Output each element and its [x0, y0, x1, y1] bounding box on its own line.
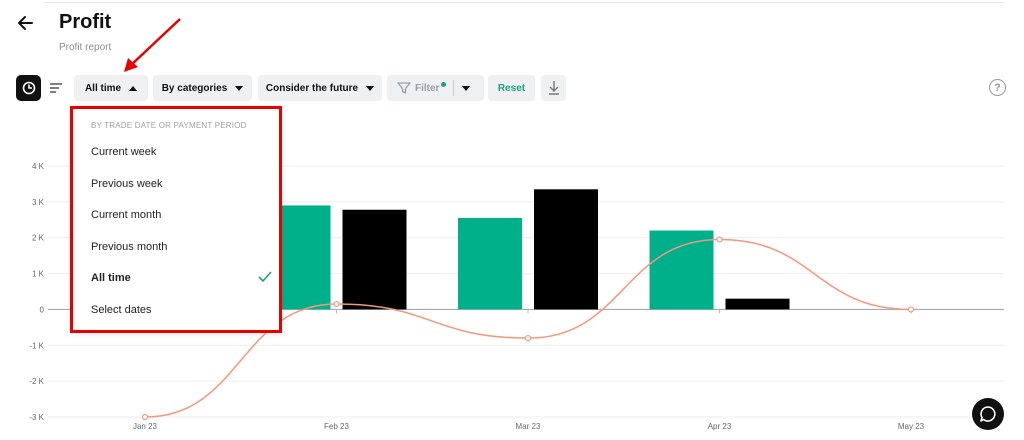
profit-point [716, 236, 723, 243]
profit-point [141, 413, 149, 421]
pie-chart-icon [22, 81, 35, 95]
period-dropdown-button[interactable]: All time [74, 75, 148, 101]
period-option-select-dates[interactable]: Select dates [91, 304, 152, 316]
future-dropdown-button[interactable]: Consider the future [258, 75, 382, 101]
y-tick-label: -1 K [29, 341, 44, 350]
chat-button[interactable] [972, 398, 1004, 430]
categories-label: By categories [161, 82, 228, 94]
filter-label: Filter [415, 82, 440, 94]
categories-dropdown-button[interactable]: By categories [153, 75, 252, 101]
list-icon [49, 83, 62, 93]
caret-down-icon [366, 85, 375, 91]
y-tick-label: 1 K [32, 270, 45, 279]
period-option-all-time[interactable]: All time [91, 269, 276, 287]
chat-icon [980, 406, 996, 422]
x-tick-label: Feb 23 [324, 422, 349, 431]
bar [534, 189, 598, 310]
y-tick-label: 0 [40, 305, 45, 314]
period-option-current-month[interactable]: Current month [91, 209, 162, 221]
period-dropdown-menu: BY TRADE DATE OR PAYMENT PERIOD Current … [70, 106, 282, 333]
funnel-icon [397, 82, 411, 94]
download-button[interactable] [541, 75, 566, 101]
list-view-button[interactable] [43, 75, 68, 101]
page-title: Profit [59, 11, 112, 33]
page-subtitle: Profit report [59, 42, 112, 53]
filter-button[interactable]: Filter [387, 75, 484, 101]
period-option-previous-month[interactable]: Previous month [91, 241, 168, 253]
y-tick-label: 3 K [32, 198, 45, 207]
download-icon [548, 81, 559, 95]
x-tick-label: May 23 [898, 422, 925, 431]
profit-point [333, 300, 340, 308]
caret-down-icon[interactable] [462, 85, 471, 91]
x-tick-label: Mar 23 [516, 422, 541, 431]
y-tick-label: -3 K [29, 413, 44, 422]
top-divider [44, 2, 1004, 3]
reset-button[interactable]: Reset [488, 75, 535, 101]
x-tick-label: Jan 23 [133, 422, 158, 431]
chart-view-button[interactable] [16, 75, 41, 101]
bar [725, 298, 790, 310]
check-icon [258, 271, 272, 283]
y-tick-label: -2 K [29, 377, 44, 386]
profit-point [524, 335, 532, 342]
help-icon[interactable]: ? [989, 79, 1006, 96]
caret-down-icon [235, 85, 244, 91]
y-tick-label: 4 K [32, 162, 45, 171]
profit-point [907, 306, 915, 313]
future-label: Consider the future [265, 82, 359, 94]
bar [458, 217, 522, 310]
annotation-arrow [124, 18, 181, 72]
back-arrow-icon[interactable] [15, 12, 37, 34]
period-label: All time [84, 82, 122, 94]
dropdown-header: BY TRADE DATE OR PAYMENT PERIOD [91, 121, 247, 130]
bar [649, 230, 714, 310]
filter-active-dot [441, 81, 447, 87]
filter-separator [453, 80, 455, 96]
caret-up-icon [129, 85, 138, 91]
x-tick-label: Apr 23 [708, 422, 732, 431]
y-tick-label: 2 K [32, 234, 45, 243]
period-option-current-week[interactable]: Current week [91, 146, 157, 158]
bar [342, 209, 407, 310]
period-option-previous-week[interactable]: Previous week [91, 178, 163, 190]
